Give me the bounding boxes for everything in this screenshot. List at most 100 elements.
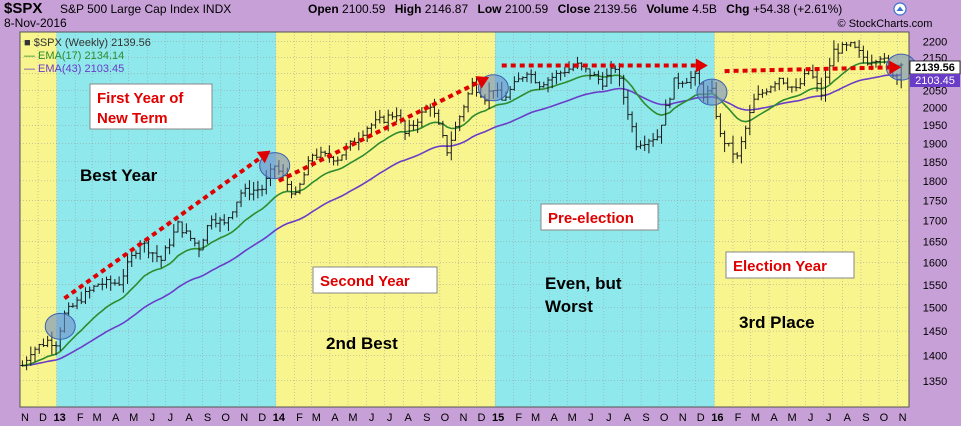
- price-bar: [91, 284, 96, 293]
- price-bar: [314, 148, 319, 161]
- price-bar: [520, 76, 525, 82]
- x-tick-32: J: [606, 412, 612, 424]
- price-bar: [663, 99, 668, 126]
- price-bar: [445, 135, 450, 157]
- price-bar: [865, 50, 870, 66]
- highlight-circle-3: [696, 78, 728, 106]
- x-tick-47: O: [880, 412, 889, 424]
- price-bar: [192, 237, 197, 247]
- x-tick-17: A: [331, 412, 339, 424]
- price-bar: [146, 239, 151, 259]
- price-bar: [533, 71, 538, 84]
- price-bar: [197, 240, 202, 258]
- chg-value: +54.38 (+2.61%): [753, 2, 842, 16]
- price-bar: [45, 335, 50, 348]
- price-bar: [512, 76, 517, 91]
- price-bar: [760, 88, 765, 98]
- y-axis: 1350 1400 1450 1500 1550 1600 1650 1700 1750 1800…: [923, 36, 947, 387]
- price-bar: [234, 201, 239, 218]
- annotation-election-year: Election Year: [725, 251, 855, 279]
- y-tick-1350: 1350: [923, 376, 947, 388]
- x-tick-25: D: [478, 412, 486, 424]
- price-bar: [768, 85, 773, 94]
- price-bar: [558, 70, 563, 81]
- volume-value: 4.5B: [692, 2, 717, 16]
- y-tick-2200: 2200: [923, 36, 947, 48]
- trend-arrows: [63, 58, 902, 300]
- ema43-price-tag-text: 2103.45: [915, 75, 955, 87]
- price-bar: [781, 77, 786, 85]
- ohlc-readout: Open 2100.59 High 2146.87 Low 2100.59 Cl…: [308, 2, 842, 16]
- annotation-pre-election-text: Pre-election: [548, 210, 634, 227]
- x-tick-21: A: [405, 412, 413, 424]
- price-bar: [348, 140, 353, 151]
- high-value: 2146.87: [425, 2, 469, 16]
- price-bar: [831, 40, 836, 67]
- price-bar: [382, 115, 387, 124]
- trend-arrow-2: [501, 58, 708, 73]
- trend-arrow-0: [63, 150, 271, 300]
- annotation-third-place: 3rd Place: [739, 313, 815, 332]
- x-tick-1: D: [39, 412, 47, 424]
- high-label: High: [395, 2, 422, 16]
- x-axis: N D 13 F M A M J J A S O N D 14 F M A M J J A S O N D 15 F M A M J J A S O N…: [21, 412, 907, 424]
- price-bar: [651, 133, 656, 147]
- x-tick-26: 15: [492, 412, 504, 424]
- price-bar: [773, 81, 778, 92]
- ema43-line: [22, 74, 902, 367]
- year-bands: [20, 32, 909, 407]
- close-price-tag: 2139.56: [909, 60, 961, 75]
- x-tick-27: F: [515, 412, 522, 424]
- price-bar: [419, 107, 424, 128]
- close-value: 2139.56: [594, 2, 638, 16]
- annotation-second-year: Second Year: [312, 266, 438, 294]
- annotation-first-year-line1: First Year of: [97, 90, 184, 107]
- x-tick-3: F: [77, 412, 84, 424]
- plot-area: [19, 31, 917, 408]
- price-bar: [205, 224, 210, 244]
- price-bar: [449, 131, 454, 161]
- price-bar: [466, 91, 471, 113]
- price-bar: [247, 180, 252, 201]
- y-tick-1650: 1650: [923, 236, 947, 248]
- price-bar: [726, 142, 731, 147]
- price-bar: [731, 135, 736, 164]
- price-bar: [777, 77, 782, 91]
- price-bar: [739, 136, 744, 164]
- price-bar: [684, 77, 689, 84]
- y-tick-1600: 1600: [923, 258, 947, 270]
- price-bar: [827, 57, 832, 84]
- price-bar: [87, 286, 92, 299]
- legend-ema17: — EMA(17) 2134.14: [24, 50, 124, 62]
- price-bar: [66, 302, 71, 316]
- price-bar: [743, 125, 748, 150]
- price-bar: [823, 68, 828, 102]
- x-tick-12: N: [240, 412, 248, 424]
- price-bar: [79, 291, 84, 305]
- price-bar: [251, 181, 256, 201]
- price-bar: [529, 69, 534, 84]
- price-bar: [184, 223, 189, 235]
- price-bar: [840, 42, 845, 54]
- price-bar: [411, 120, 416, 131]
- x-tick-18: M: [348, 412, 357, 424]
- x-tick-33: A: [624, 412, 632, 424]
- price-bar: [545, 77, 550, 93]
- price-bar: [108, 275, 113, 291]
- price-bar: [377, 109, 382, 124]
- price-bar: [857, 39, 862, 58]
- price-bar: [844, 41, 849, 52]
- price-bar: [630, 111, 635, 133]
- price-bar: [243, 183, 248, 197]
- x-tick-34: S: [642, 412, 649, 424]
- price-bar: [201, 238, 206, 251]
- x-tick-22: S: [423, 412, 430, 424]
- price-bar: [836, 43, 841, 63]
- y-tick-2050: 2050: [923, 85, 947, 97]
- price-bar: [369, 122, 374, 135]
- highlight-circle-0: [44, 312, 76, 340]
- price-bar: [33, 346, 38, 362]
- x-tick-36: N: [679, 412, 687, 424]
- price-bar: [878, 56, 883, 66]
